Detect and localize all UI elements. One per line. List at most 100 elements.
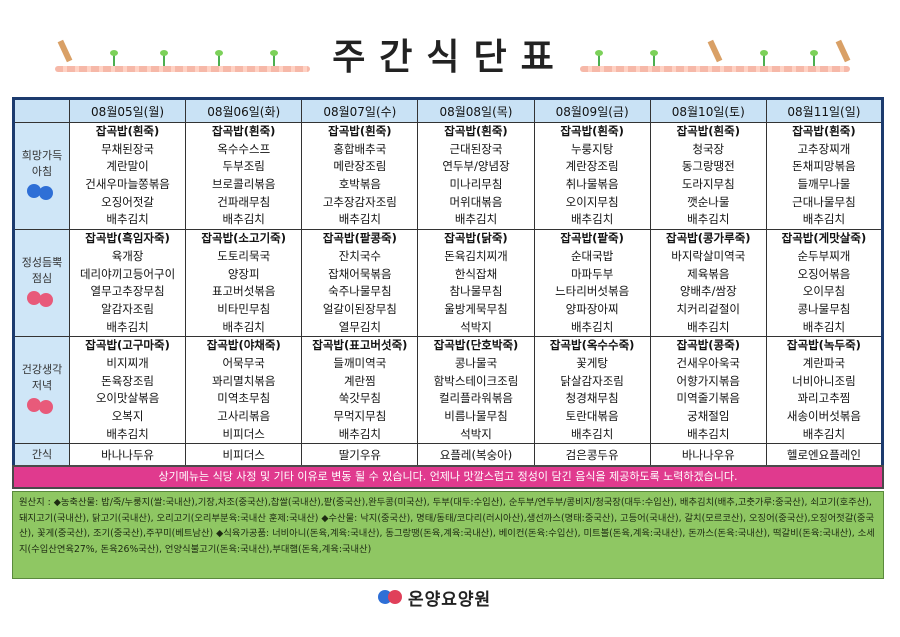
meal-cell: 잡곡밥(흰죽) 고추장찌개 돈채피망볶음 들깨무나물 근대나물무침 배추김치 <box>765 121 884 231</box>
snack-item: 바나나우유 <box>649 443 767 469</box>
menu-item: 궁채절임 <box>687 409 730 423</box>
menu-item: 오징어볶음 <box>797 266 851 281</box>
menu-item: 표고버섯볶음 <box>211 284 276 299</box>
flower-icon <box>25 290 59 307</box>
flower-icon <box>25 183 59 200</box>
snack-label: 간식 <box>13 443 70 469</box>
menu-item: 잡곡밥(단호박죽) <box>433 338 519 353</box>
meal-row: 건강생각 저녁 잡곡밥(고구마죽) 비지찌개 돈육장조림 오이맛살볶음 오복지 배추김치 잡곡밥… <box>13 336 884 445</box>
menu-item: 홍합배추국 <box>333 141 387 156</box>
menu-item: 배추김치 <box>687 212 730 227</box>
meal-cell: 잡곡밥(게맛살죽) 순두부찌개 오징어볶음 오이무침 콩나물무침 배추김치 <box>765 229 884 338</box>
menu-item: 잡곡밥(흰죽) <box>328 124 392 138</box>
menu-item: 미역초무침 <box>217 391 271 406</box>
menu-item: 깻순나물 <box>687 194 730 209</box>
menu-item: 건새우아욱국 <box>676 355 741 370</box>
menu-item: 순두부찌개 <box>797 248 851 263</box>
menu-item: 도토리묵국 <box>217 248 271 263</box>
menu-item: 배추김치 <box>687 426 730 441</box>
menu-item: 오징어젓갈 <box>101 194 155 209</box>
menu-item: 잡곡밥(흰죽) <box>95 124 160 138</box>
menu-item: 비름나물무침 <box>444 409 508 423</box>
menu-item: 꽈리고추찜 <box>797 391 851 406</box>
menu-item: 콩나물국 <box>454 355 498 370</box>
menu-item: 계란장조림 <box>565 159 619 174</box>
meal-cell: 잡곡밥(흰죽) 옥수수스프 두부조림 브로콜리볶음 건파래무침 배추김치 <box>185 121 303 231</box>
menu-item: 제육볶음 <box>687 266 730 281</box>
menu-item: 배추김치 <box>454 212 498 227</box>
menu-item: 고사리볶음 <box>217 409 271 423</box>
meal-label: 정성듬뿍 점심 <box>13 229 70 338</box>
meal-cell: 잡곡밥(콩죽) 건새우아욱국 어향가지볶음 미역줄기볶음 궁채절임 배추김치 <box>649 336 767 445</box>
pencil-icon <box>57 39 73 63</box>
menu-item: 계란찜 <box>343 373 376 388</box>
meal-label: 희망가득 아침 <box>13 121 70 231</box>
meal-cell: 잡곡밥(흰죽) 근대된장국 연두부/양념장 미나리무침 머위대볶음 배추김치 <box>417 121 535 231</box>
menu-item: 건파래무침 <box>217 194 271 209</box>
sprout-icon <box>760 48 768 66</box>
menu-item: 잡곡밥(야채죽) <box>206 338 281 353</box>
menu-item: 호박볶음 <box>338 177 382 192</box>
menu-item: 잡곡밥(콩가루죽) <box>665 231 751 246</box>
menu-item: 배추김치 <box>106 426 149 441</box>
day-header: 08월08일(목) <box>417 98 535 123</box>
menu-item: 돈육장조림 <box>101 373 155 388</box>
menu-item: 새송이버섯볶음 <box>786 409 861 423</box>
menu-item: 연두부/양념장 <box>442 159 510 174</box>
menu-item: 미역줄기볶음 <box>676 391 741 406</box>
origin-info: 원산지 : ◆농축산물: 밥/죽/누룽지(쌀:국내산),기장,차조(중국산),찹… <box>12 491 884 579</box>
meal-label-line: 희망가득 <box>21 148 63 162</box>
menu-item: 잡곡밥(옥수수죽) <box>549 338 635 353</box>
sprout-icon <box>595 48 603 66</box>
meal-cell: 잡곡밥(표고버섯죽) 들깨미역국 계란찜 쑥갓무침 무먹지무침 배추김치 <box>301 336 419 445</box>
snack-item: 비피더스 <box>185 443 303 469</box>
meal-cell: 잡곡밥(옥수수죽) 꽃게탕 닭살감자조림 청경채무침 토란대볶음 배추김치 <box>533 336 651 445</box>
facility-logo: 온양요양원 <box>378 584 491 610</box>
menu-item: 머위대볶음 <box>449 194 503 209</box>
menu-item: 고추장찌개 <box>797 141 851 156</box>
menu-item: 잡곡밥(닭죽) <box>444 231 508 246</box>
menu-item: 옥수수스프 <box>217 141 271 156</box>
menu-item: 느타리버섯볶음 <box>555 284 630 299</box>
menu-item: 열무김치 <box>338 319 382 334</box>
notice-banner: 상기메뉴는 식당 사정 및 기타 이유로 변동 될 수 있습니다. 언제나 맛깔… <box>12 465 884 489</box>
menu-item: 브로콜리볶음 <box>211 177 276 192</box>
menu-item: 오이맛살볶음 <box>95 391 160 406</box>
page-title: 주간식단표 <box>332 37 568 78</box>
sprout-icon <box>110 48 118 66</box>
menu-item: 잡곡밥(흰죽) <box>444 124 508 138</box>
meal-label-line: 저녁 <box>31 378 53 392</box>
meal-row: 정성듬뿍 점심 잡곡밥(흑임자죽) 육개장 데리야끼고등어구이 열무고추장무침 알감자조림 배… <box>13 229 884 338</box>
meal-row: 희망가득 아침 잡곡밥(흰죽) 무채된장국 계란말이 건새우마늘쫑볶음 오징어젓갈 배추김치 잡… <box>13 121 884 231</box>
menu-item: 한식잡채 <box>454 266 498 281</box>
menu-item: 돈육김치찌개 <box>444 248 508 263</box>
menu-item: 함박스테이크조림 <box>433 373 519 388</box>
menu-item: 근대된장국 <box>449 141 503 156</box>
menu-item: 배추김치 <box>106 319 149 334</box>
meal-label-line: 건강생각 <box>21 362 63 376</box>
menu-item: 어향가지볶음 <box>676 373 741 388</box>
sprout-icon <box>270 48 278 66</box>
menu-item: 잡곡밥(흰죽) <box>560 124 624 138</box>
menu-item: 무채된장국 <box>101 141 155 156</box>
day-header: 08월10일(토) <box>649 98 767 123</box>
menu-item: 배추김치 <box>570 319 614 334</box>
menu-item: 숙주나물무침 <box>328 284 392 299</box>
menu-item: 오이무침 <box>802 284 846 299</box>
menu-item: 치커리겉절이 <box>676 301 741 316</box>
menu-item: 잡곡밥(흰죽) <box>676 124 740 138</box>
meal-cell: 잡곡밥(콩가루죽) 바지락살미역국 제육볶음 양배추/쌈장 치커리겉절이 배추김치 <box>649 229 767 338</box>
title-decoration-left <box>55 66 310 72</box>
menu-item: 근대나물무침 <box>792 194 856 209</box>
menu-item: 잡곡밥(고구마죽) <box>85 338 170 353</box>
table-corner <box>13 98 70 123</box>
facility-name: 온양요양원 <box>408 589 492 610</box>
meal-cell: 잡곡밥(흰죽) 청국장 동그랑땡전 도라지무침 깻순나물 배추김치 <box>649 121 767 231</box>
menu-item: 배추김치 <box>222 319 265 334</box>
day-header: 08월11일(일) <box>765 98 884 123</box>
meal-cell: 잡곡밥(고구마죽) 비지찌개 돈육장조림 오이맛살볶음 오복지 배추김치 <box>68 336 187 445</box>
menu-item: 잡곡밥(팥죽) <box>560 231 624 246</box>
day-header-row: 08월05일(월) 08월06일(화) 08월07일(수) 08월08일(목) … <box>13 98 884 123</box>
sprout-icon <box>160 48 168 66</box>
menu-item: 잡곡밥(흰죽) <box>792 124 856 138</box>
